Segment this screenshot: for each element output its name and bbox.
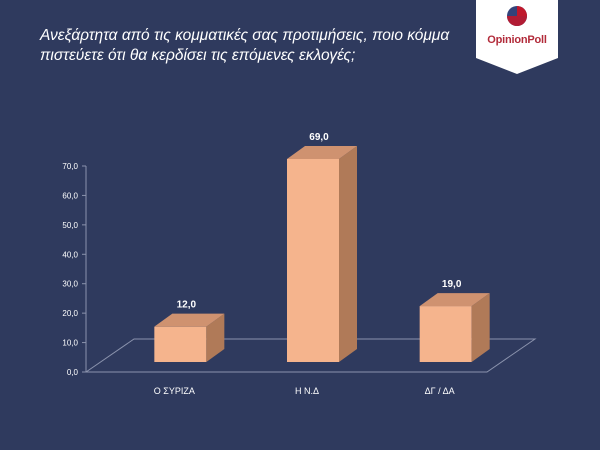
bar-side	[206, 313, 225, 362]
data-label: 12,0	[177, 300, 197, 311]
y-tick-label: 0,0	[67, 368, 79, 377]
bar-side	[339, 145, 357, 362]
bar-front	[419, 306, 472, 362]
y-tick-label: 60,0	[62, 191, 78, 200]
bar-side	[471, 293, 490, 362]
category-label: ΔΓ / ΔΑ	[425, 386, 455, 396]
category-label: Ο ΣΥΡΙΖΑ	[154, 386, 195, 396]
data-label: 19,0	[442, 279, 462, 290]
category-label: Η Ν.Δ	[295, 386, 319, 396]
bar-top	[287, 145, 357, 159]
y-tick-label: 50,0	[62, 221, 78, 230]
y-tick-label: 20,0	[62, 309, 78, 318]
y-tick-label: 30,0	[62, 280, 78, 289]
chart-question: Ανεξάρτητα από τις κομματικές σας προτιμ…	[40, 27, 450, 64]
y-tick-label: 10,0	[62, 339, 78, 348]
logo-text: OpinionPoll	[487, 34, 547, 46]
bar-top	[419, 293, 490, 307]
bar-front	[287, 158, 339, 362]
y-tick-label: 70,0	[62, 162, 78, 171]
chart-floor	[84, 338, 537, 373]
bar-top	[154, 313, 225, 327]
bar-front	[154, 326, 207, 362]
data-label: 69,0	[309, 132, 329, 143]
opinionpoll-logo: OpinionPoll	[476, 0, 558, 74]
y-tick-label: 40,0	[62, 250, 78, 259]
